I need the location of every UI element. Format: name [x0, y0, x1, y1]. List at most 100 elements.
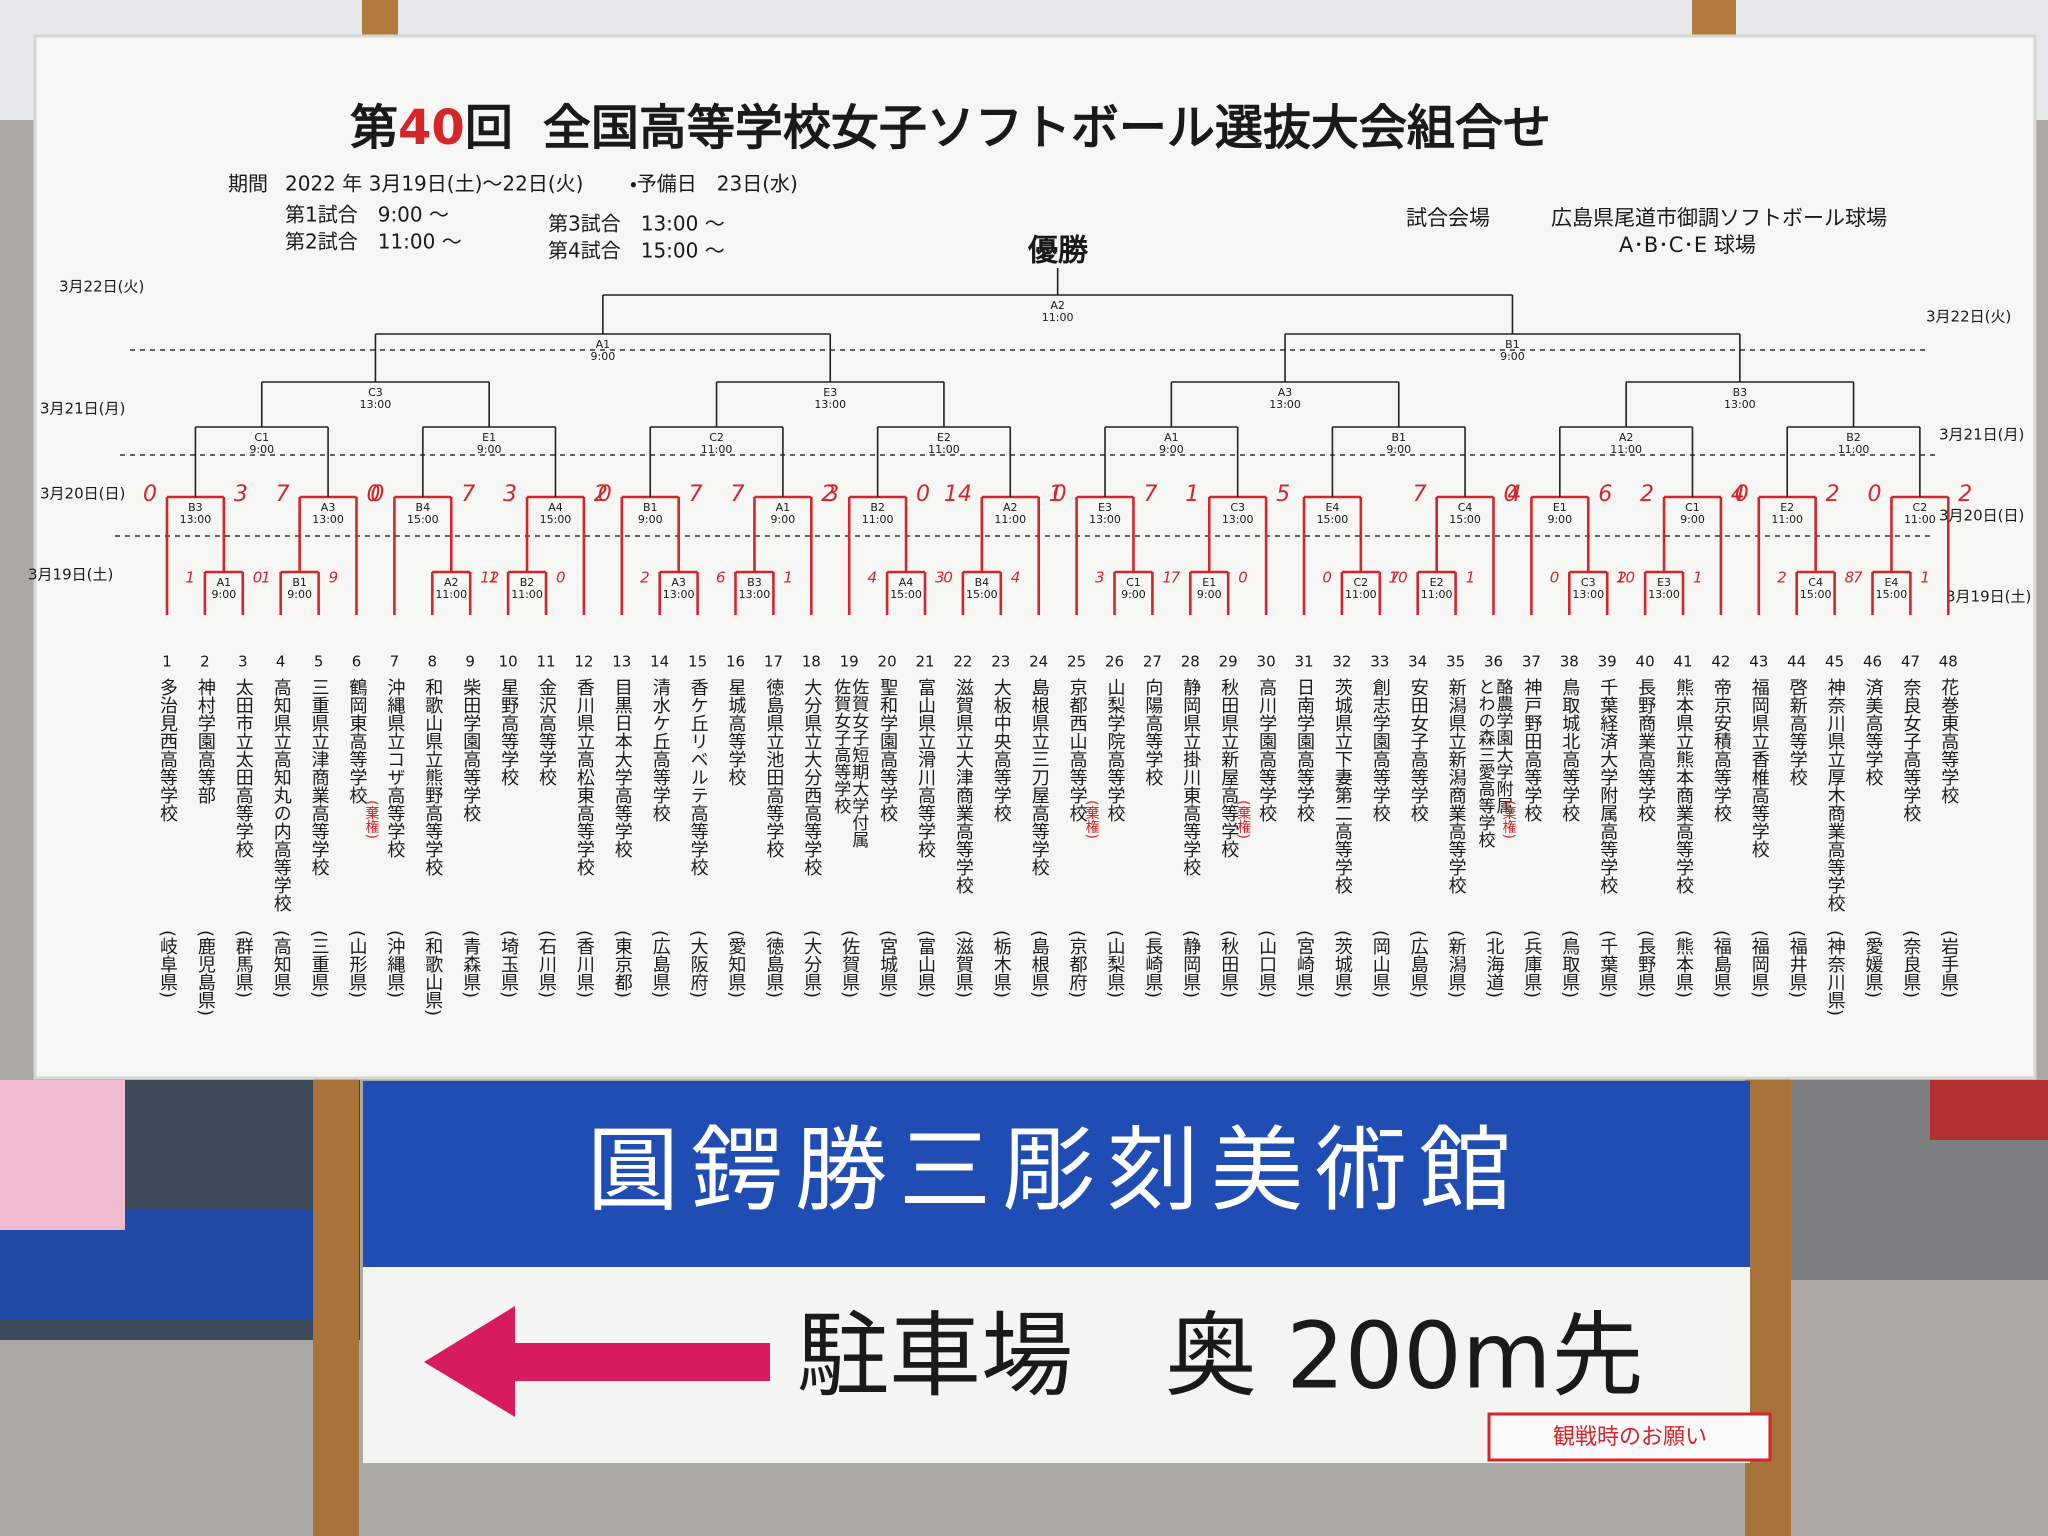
team-name: 大分県立大分西高等学校: [801, 678, 822, 876]
match-code: A2: [1619, 431, 1634, 444]
team-prefecture: (静岡県): [1180, 930, 1201, 998]
match-code: E2: [1430, 576, 1444, 589]
team-name: 高川学園高等学校: [1256, 678, 1277, 822]
team-note: (棄権): [1084, 800, 1100, 839]
match-time: 11:00: [1042, 311, 1074, 324]
team-name: 佐賀女子短期大学付属: [848, 678, 869, 848]
session: 第4試合 15:00 ～: [548, 239, 725, 263]
team-number: 16: [726, 653, 745, 671]
team-prefecture: (福島県): [1711, 930, 1732, 998]
match-code: C4: [1458, 501, 1473, 514]
team-prefecture: (兵庫県): [1521, 930, 1542, 998]
team-name: 沖縄県立コザ高等学校: [384, 678, 405, 858]
match-code: E4: [1325, 501, 1339, 514]
score: 1: [1693, 569, 1703, 587]
team-number: 42: [1711, 653, 1730, 671]
match-time: 9:00: [590, 350, 615, 363]
team-number: 4: [276, 653, 286, 671]
team-name: 山梨学院高等学校: [1105, 678, 1126, 822]
team-number: 40: [1636, 653, 1655, 671]
score: 2: [1826, 482, 1840, 507]
team-prefecture: (広島県): [650, 930, 671, 998]
team-prefecture: (山梨県): [1105, 930, 1126, 998]
score: 6: [1598, 482, 1612, 507]
match-time: 15:00: [540, 513, 572, 526]
date-label: 3月20日(日): [40, 485, 125, 503]
team-number: 39: [1598, 653, 1617, 671]
match-code: A1: [217, 576, 232, 589]
team-name: 高知県立高知丸の内高等学校: [271, 678, 292, 912]
session: 第1試合 9:00 ～: [285, 203, 449, 227]
team-name: 向陽高等学校: [1142, 678, 1163, 786]
match-time: 13:00: [739, 588, 771, 601]
match-code: E1: [482, 431, 496, 444]
team-name: とわの森三愛高等学校: [1475, 678, 1496, 848]
match-code: E4: [1884, 576, 1898, 589]
team-prefecture: (島根県): [1029, 930, 1050, 998]
team-number: 31: [1294, 653, 1313, 671]
score: 2: [1777, 569, 1787, 587]
match-time: 15:00: [1876, 588, 1908, 601]
team-name: 福岡県立香椎高等学校: [1749, 678, 1770, 858]
score: 2: [821, 482, 835, 507]
team-number: 32: [1332, 653, 1351, 671]
team-name: 茨城県立下妻第二高等学校: [1332, 678, 1353, 894]
match-code: B3: [1733, 386, 1748, 399]
match-time: 11:00: [994, 513, 1026, 526]
team-number: 38: [1560, 653, 1579, 671]
score: 7: [276, 482, 290, 507]
match-time: 11:00: [701, 443, 733, 456]
team-number: 9: [465, 653, 475, 671]
match-code: A2: [1050, 299, 1065, 312]
team-name: 帝京安積高等学校: [1711, 678, 1732, 822]
team-number: 6: [352, 653, 362, 671]
team-name: 酪農学園大学附属: [1493, 678, 1514, 814]
match-time: 13:00: [1572, 588, 1604, 601]
score: 7: [689, 482, 703, 507]
match-code: B2: [870, 501, 885, 514]
team-prefecture: (宮城県): [877, 930, 898, 998]
team-number: 7: [390, 653, 400, 671]
score: 5: [1276, 482, 1290, 507]
team-name: 千葉経済大学附属高等学校: [1597, 678, 1618, 894]
match-code: A3: [321, 501, 336, 514]
team-prefecture: (埼玉県): [498, 930, 519, 998]
title-suffix: 回: [465, 100, 513, 156]
team-prefecture: (群馬県): [233, 930, 254, 998]
match-time: 11:00: [862, 513, 894, 526]
team-number: 33: [1370, 653, 1389, 671]
team-number: 27: [1143, 653, 1162, 671]
score: 0: [1867, 482, 1881, 507]
score: 0: [1053, 482, 1067, 507]
match-code: B4: [416, 501, 431, 514]
venue: 広島県尾道市御調ソフトボール球場: [1551, 206, 1887, 230]
match-time: 13:00: [1089, 513, 1121, 526]
match-time: 15:00: [407, 513, 439, 526]
score: 0: [370, 482, 384, 507]
match-code: C1: [1126, 576, 1141, 589]
score: 0: [253, 569, 263, 587]
score: 0: [556, 569, 566, 587]
team-name: 香川県立高松東高等学校: [574, 678, 595, 876]
score: 4: [1507, 482, 1521, 507]
date-label: 3月21日(月): [40, 400, 125, 418]
post: [1745, 1070, 1791, 1536]
team-name: 富山県立滑川高等学校: [915, 678, 936, 858]
match-time: 11:00: [928, 443, 960, 456]
match-time: 9:00: [287, 588, 312, 601]
match-time: 11:00: [1421, 588, 1453, 601]
score: 14: [944, 482, 972, 507]
date-label: 3月22日(火): [59, 278, 144, 296]
champion-label: 優勝: [1027, 234, 1089, 269]
match-time: 15:00: [1449, 513, 1481, 526]
team-prefecture: (山口県): [1256, 930, 1277, 998]
team-name: 鶴岡東高等学校: [347, 678, 368, 804]
team-name: 長野商業高等学校: [1635, 678, 1656, 822]
score: 0: [598, 482, 612, 507]
score: 12: [480, 569, 499, 587]
match-time: 11:00: [1610, 443, 1642, 456]
score: 0: [1238, 569, 1248, 587]
score: 2: [640, 569, 650, 587]
parking-text: 駐車場 奥 200m先: [797, 1302, 1643, 1409]
match-time: 11:00: [1345, 588, 1377, 601]
